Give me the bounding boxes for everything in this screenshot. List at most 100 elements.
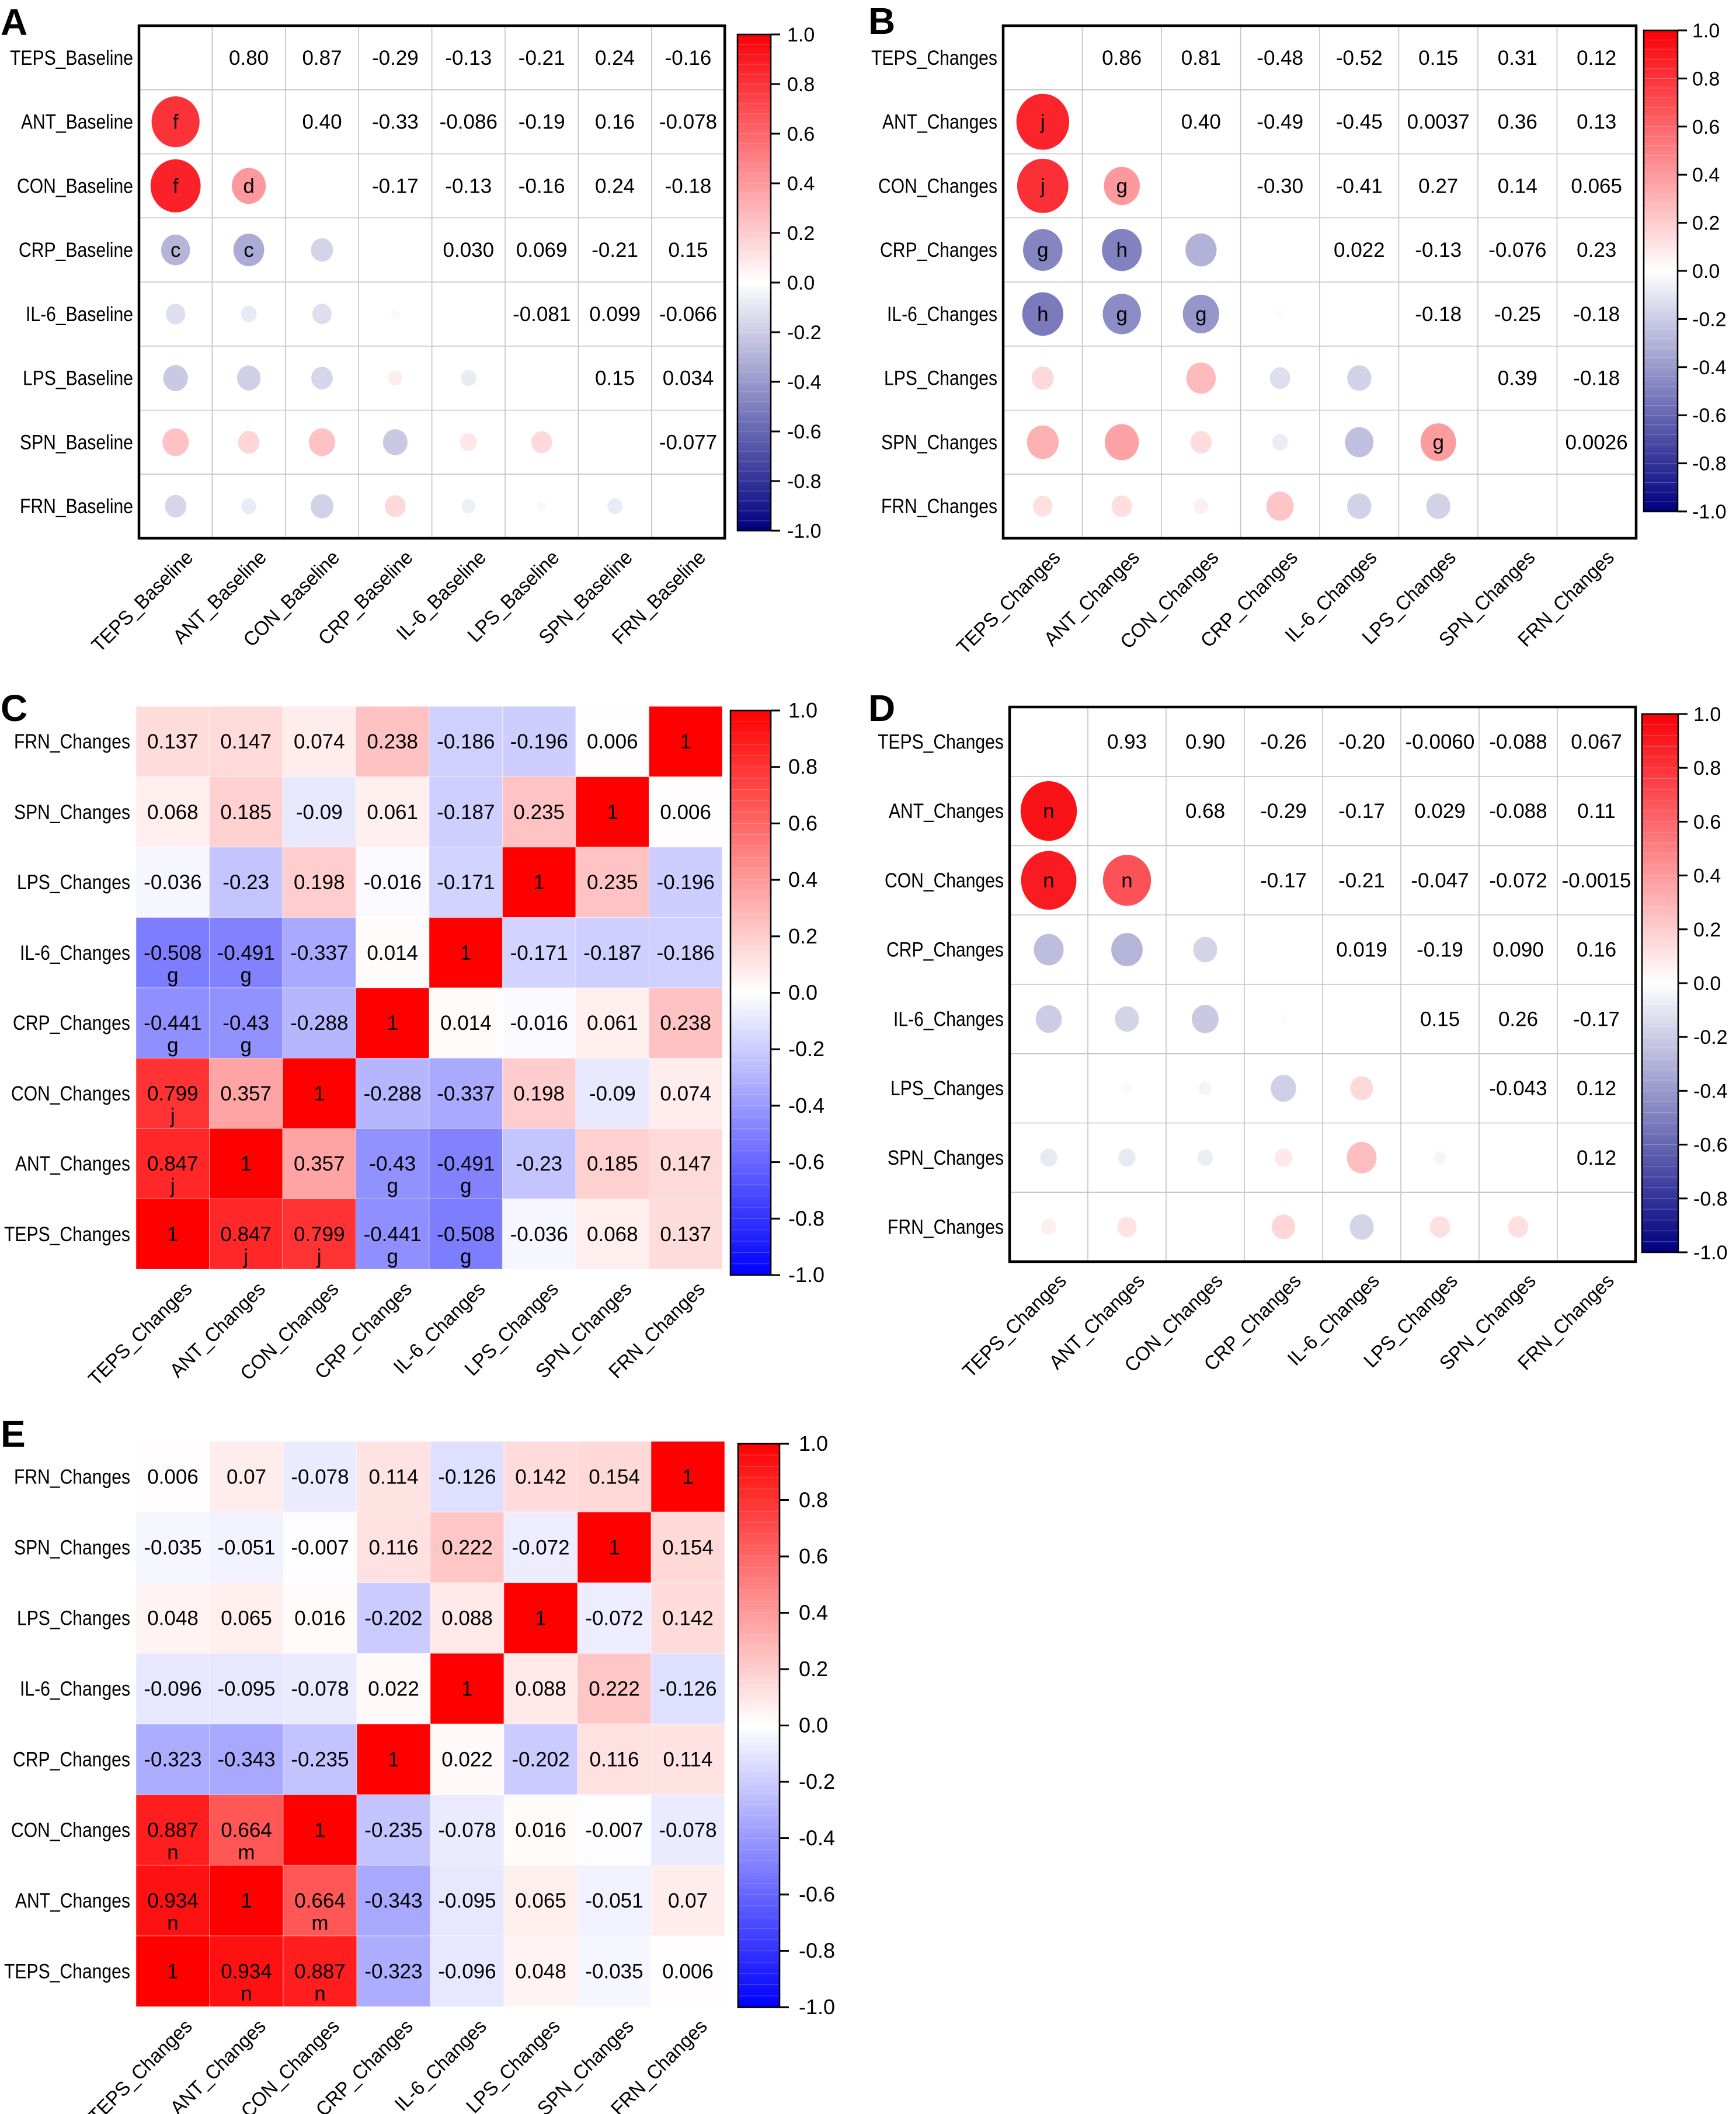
svg-text:0.185: 0.185 <box>220 801 272 824</box>
svg-text:g: g <box>240 1034 251 1057</box>
svg-text:1.0: 1.0 <box>787 24 815 46</box>
svg-text:g: g <box>167 1034 178 1057</box>
svg-text:j: j <box>1040 175 1045 197</box>
svg-text:g: g <box>387 1175 398 1197</box>
svg-text:0.2: 0.2 <box>788 924 817 948</box>
svg-text:0.23: 0.23 <box>1577 239 1616 262</box>
svg-text:-0.016: -0.016 <box>364 871 422 894</box>
svg-text:0.6: 0.6 <box>1693 811 1721 833</box>
svg-text:0.142: 0.142 <box>515 1466 566 1489</box>
svg-text:-0.095: -0.095 <box>217 1678 275 1701</box>
svg-text:-0.441: -0.441 <box>364 1223 422 1246</box>
svg-text:SPN_Changes: SPN_Changes <box>888 1147 1004 1169</box>
svg-text:n: n <box>314 1983 325 2005</box>
svg-text:0.0: 0.0 <box>788 981 817 1005</box>
svg-text:0.065: 0.065 <box>1571 175 1622 197</box>
svg-text:0.90: 0.90 <box>1185 730 1225 753</box>
svg-text:C: C <box>1 687 27 729</box>
svg-text:-0.29: -0.29 <box>372 47 419 69</box>
svg-text:-0.078: -0.078 <box>659 111 717 134</box>
svg-text:ANT_Changes: ANT_Changes <box>882 111 997 134</box>
svg-text:0.116: 0.116 <box>369 1537 419 1559</box>
svg-text:1: 1 <box>314 1082 325 1105</box>
svg-text:-0.8: -0.8 <box>799 1939 835 1963</box>
svg-text:n: n <box>241 1983 252 2005</box>
svg-text:-1.0: -1.0 <box>787 520 822 542</box>
svg-text:0.2: 0.2 <box>787 222 815 245</box>
svg-text:-0.0060: -0.0060 <box>1406 730 1475 753</box>
svg-text:-0.491: -0.491 <box>437 1152 495 1175</box>
svg-text:ANT_Changes: ANT_Changes <box>15 1152 130 1175</box>
svg-text:-0.0015: -0.0015 <box>1562 869 1631 892</box>
svg-text:-0.17: -0.17 <box>372 175 419 197</box>
svg-text:0.934: 0.934 <box>221 1960 272 1983</box>
svg-text:0.4: 0.4 <box>788 868 817 891</box>
svg-text:0.061: 0.061 <box>367 801 418 824</box>
svg-text:-0.16: -0.16 <box>519 175 565 197</box>
svg-text:0.0: 0.0 <box>1693 973 1721 995</box>
svg-text:0.198: 0.198 <box>294 871 345 894</box>
svg-text:0.065: 0.065 <box>515 1890 566 1913</box>
svg-text:1: 1 <box>682 1466 693 1489</box>
svg-text:0.016: 0.016 <box>515 1819 566 1842</box>
svg-text:g: g <box>240 964 251 987</box>
svg-text:g: g <box>1195 303 1206 326</box>
svg-text:-0.343: -0.343 <box>364 1890 422 1913</box>
svg-text:j: j <box>1040 111 1045 134</box>
svg-text:0.13: 0.13 <box>1577 111 1616 134</box>
svg-text:-1.0: -1.0 <box>1693 1242 1728 1264</box>
svg-text:1.0: 1.0 <box>1692 20 1720 42</box>
svg-text:0.07: 0.07 <box>227 1466 266 1489</box>
svg-text:-0.18: -0.18 <box>1573 367 1620 390</box>
svg-text:n: n <box>1121 869 1132 892</box>
svg-text:1.0: 1.0 <box>788 698 817 722</box>
svg-text:-0.088: -0.088 <box>1489 730 1547 753</box>
svg-text:0.847: 0.847 <box>147 1152 199 1175</box>
svg-text:c: c <box>243 239 254 262</box>
svg-text:TEPS_Changes: TEPS_Changes <box>878 730 1004 753</box>
svg-text:1: 1 <box>535 1607 546 1630</box>
svg-text:-0.077: -0.077 <box>659 431 717 454</box>
svg-text:1: 1 <box>167 1960 178 1983</box>
svg-text:-0.29: -0.29 <box>1260 800 1307 823</box>
svg-text:-0.8: -0.8 <box>787 471 822 493</box>
svg-text:TEPS_Changes: TEPS_Changes <box>4 1960 130 1983</box>
svg-text:j: j <box>170 1175 175 1197</box>
svg-text:-0.4: -0.4 <box>788 1093 824 1117</box>
svg-text:0.222: 0.222 <box>441 1537 493 1559</box>
svg-text:LPS_Changes: LPS_Changes <box>884 367 997 390</box>
svg-text:0.4: 0.4 <box>799 1601 828 1625</box>
svg-text:-0.078: -0.078 <box>659 1819 716 1842</box>
svg-text:-0.078: -0.078 <box>291 1678 349 1701</box>
svg-text:SPN_Changes: SPN_Changes <box>14 801 130 824</box>
svg-text:-0.235: -0.235 <box>364 1819 422 1842</box>
svg-text:0.0: 0.0 <box>787 272 815 294</box>
svg-text:-0.235: -0.235 <box>291 1749 349 1771</box>
svg-text:TEPS_Changes: TEPS_Changes <box>4 1223 130 1246</box>
svg-text:1: 1 <box>608 1537 620 1559</box>
svg-text:0.4: 0.4 <box>787 173 815 195</box>
svg-text:0.12: 0.12 <box>1577 1077 1616 1100</box>
svg-text:0.0: 0.0 <box>799 1714 828 1737</box>
svg-text:n: n <box>1043 800 1054 823</box>
svg-text:0.12: 0.12 <box>1577 1147 1616 1169</box>
svg-text:0.016: 0.016 <box>294 1607 346 1630</box>
svg-text:-0.4: -0.4 <box>1693 1080 1728 1102</box>
svg-text:-0.288: -0.288 <box>364 1082 422 1105</box>
svg-text:-0.072: -0.072 <box>585 1607 643 1630</box>
svg-text:0.799: 0.799 <box>147 1082 199 1105</box>
svg-text:0.2: 0.2 <box>1692 213 1720 235</box>
svg-text:-0.508: -0.508 <box>144 942 201 964</box>
svg-text:-0.17: -0.17 <box>1338 800 1385 823</box>
svg-text:LPS_Changes: LPS_Changes <box>890 1077 1004 1100</box>
svg-text:-0.323: -0.323 <box>364 1960 422 1983</box>
svg-text:0.067: 0.067 <box>1571 730 1622 753</box>
svg-text:0.6: 0.6 <box>787 123 815 145</box>
svg-text:1: 1 <box>314 1819 325 1842</box>
svg-text:-0.09: -0.09 <box>296 801 343 824</box>
svg-text:-0.26: -0.26 <box>1260 730 1307 753</box>
svg-text:-0.043: -0.043 <box>1489 1077 1547 1100</box>
svg-text:-0.051: -0.051 <box>585 1890 643 1913</box>
svg-text:0.238: 0.238 <box>660 1012 711 1035</box>
svg-text:0.2: 0.2 <box>799 1657 828 1681</box>
